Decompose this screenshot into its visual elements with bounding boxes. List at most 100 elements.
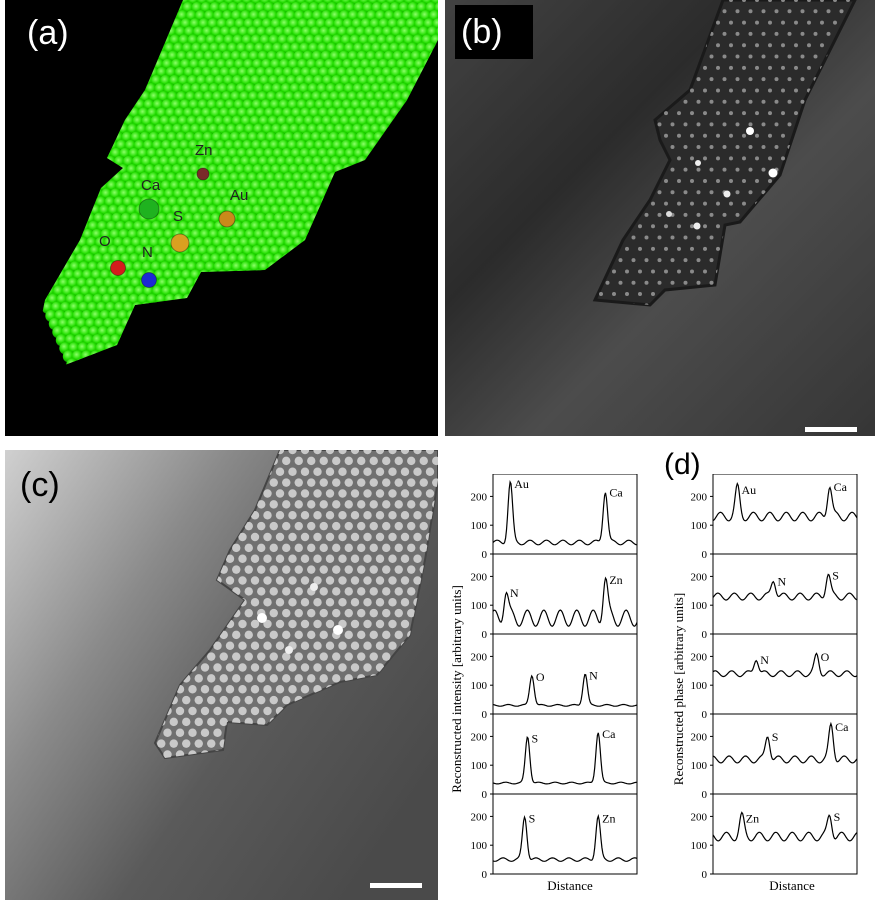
lattice-spot bbox=[394, 521, 403, 531]
lattice-atom bbox=[245, 293, 258, 306]
lattice-atom bbox=[307, 228, 320, 242]
lattice-atom bbox=[192, 399, 204, 411]
lattice-atom bbox=[391, 236, 405, 250]
lattice-atom bbox=[48, 172, 62, 185]
lattice-spot bbox=[774, 9, 779, 14]
lattice-spot bbox=[369, 565, 378, 574]
lattice-spot bbox=[294, 587, 303, 596]
lattice-atom bbox=[93, 66, 106, 80]
lattice-atom bbox=[258, 407, 270, 419]
lattice-atom bbox=[225, 309, 238, 323]
lattice-atom bbox=[152, 350, 166, 363]
lattice-atom bbox=[38, 253, 52, 266]
lattice-atom bbox=[76, 91, 90, 104]
lattice-atom bbox=[351, 309, 364, 323]
lattice-atom bbox=[425, 253, 438, 266]
lattice-atom bbox=[15, 10, 27, 22]
lattice-atom bbox=[371, 253, 385, 266]
lattice-atom bbox=[359, 431, 371, 436]
lattice-atom bbox=[169, 325, 182, 339]
lattice-atom bbox=[124, 325, 137, 339]
lattice-atom bbox=[202, 423, 214, 435]
lattice-atom bbox=[333, 269, 347, 282]
lattice-atom bbox=[350, 244, 363, 258]
lattice-atom bbox=[90, 163, 103, 177]
lattice-atom bbox=[168, 407, 180, 419]
lattice-atom bbox=[395, 431, 407, 436]
lattice-atom bbox=[11, 148, 23, 160]
lattice-atom bbox=[262, 375, 274, 387]
lattice-atom bbox=[51, 115, 64, 128]
lattice-atom bbox=[193, 277, 206, 290]
lattice-atom bbox=[79, 180, 92, 193]
lattice-atom bbox=[295, 285, 309, 298]
lattice-spot bbox=[781, 111, 785, 116]
lattice-spot bbox=[761, 31, 766, 36]
lattice-spot bbox=[382, 587, 391, 596]
lattice-spot bbox=[419, 543, 428, 553]
lattice-atom bbox=[111, 358, 124, 365]
lattice-atom bbox=[318, 399, 330, 411]
lattice-spot bbox=[696, 145, 701, 150]
lattice-atom bbox=[406, 334, 420, 347]
lattice-atom bbox=[88, 34, 101, 47]
lattice-spot bbox=[344, 630, 353, 640]
lattice-atom bbox=[95, 155, 109, 169]
lattice-atom bbox=[271, 375, 283, 387]
lattice-atom bbox=[203, 383, 215, 395]
lattice-atom bbox=[328, 236, 342, 250]
scale-bar bbox=[805, 427, 857, 432]
lattice-atom bbox=[167, 383, 179, 395]
lattice-atom bbox=[255, 358, 268, 365]
lattice-atom bbox=[392, 383, 404, 395]
lattice-spot bbox=[338, 532, 347, 542]
lattice-spot bbox=[742, 43, 746, 48]
lattice-atom bbox=[235, 375, 247, 387]
lattice-atom bbox=[147, 26, 161, 39]
lattice-atom bbox=[253, 375, 265, 387]
lattice-atom bbox=[419, 155, 433, 169]
lattice-atom bbox=[5, 132, 8, 144]
lattice-spot bbox=[238, 619, 247, 629]
lattice-atom bbox=[405, 163, 418, 177]
lattice-atom bbox=[17, 245, 29, 257]
lattice-atom bbox=[314, 244, 327, 258]
lattice-atom bbox=[300, 317, 314, 331]
lattice-atom bbox=[80, 99, 93, 112]
lattice-atom bbox=[436, 423, 438, 435]
lattice-atom bbox=[301, 236, 315, 250]
lattice-spot bbox=[703, 178, 707, 183]
lattice-atom bbox=[120, 399, 132, 411]
lattice-spot bbox=[748, 145, 753, 150]
lattice-atom bbox=[77, 50, 90, 63]
lattice-atom bbox=[367, 180, 380, 193]
lattice-atom bbox=[188, 350, 202, 363]
lattice-atom bbox=[100, 415, 112, 427]
lattice-atom bbox=[91, 375, 103, 387]
lattice-atom bbox=[341, 244, 354, 258]
lattice-atom bbox=[416, 147, 429, 161]
lattice-atom bbox=[147, 399, 159, 411]
lattice-atom bbox=[75, 26, 89, 39]
lattice-atom bbox=[329, 301, 343, 314]
lattice-atom bbox=[58, 236, 72, 250]
lattice-atom bbox=[210, 399, 222, 411]
lattice-atom bbox=[415, 375, 427, 387]
lattice-atom bbox=[306, 309, 319, 323]
lattice-atom bbox=[134, 431, 146, 436]
lattice-spot bbox=[703, 201, 707, 206]
lattice-atom bbox=[159, 407, 171, 419]
lattice-spot bbox=[709, 122, 714, 127]
lattice-atom bbox=[319, 277, 332, 290]
lattice-atom bbox=[368, 391, 380, 403]
lattice-atom bbox=[365, 342, 378, 355]
lattice-atom bbox=[260, 350, 274, 363]
lattice-spot bbox=[400, 554, 410, 563]
lattice-spot bbox=[325, 576, 335, 585]
lattice-spot bbox=[768, 133, 772, 138]
lattice-atom bbox=[215, 391, 227, 403]
lattice-atom bbox=[276, 407, 288, 419]
lattice-atom bbox=[5, 156, 9, 168]
lattice-spot bbox=[263, 511, 272, 520]
lattice-atom bbox=[214, 325, 227, 339]
